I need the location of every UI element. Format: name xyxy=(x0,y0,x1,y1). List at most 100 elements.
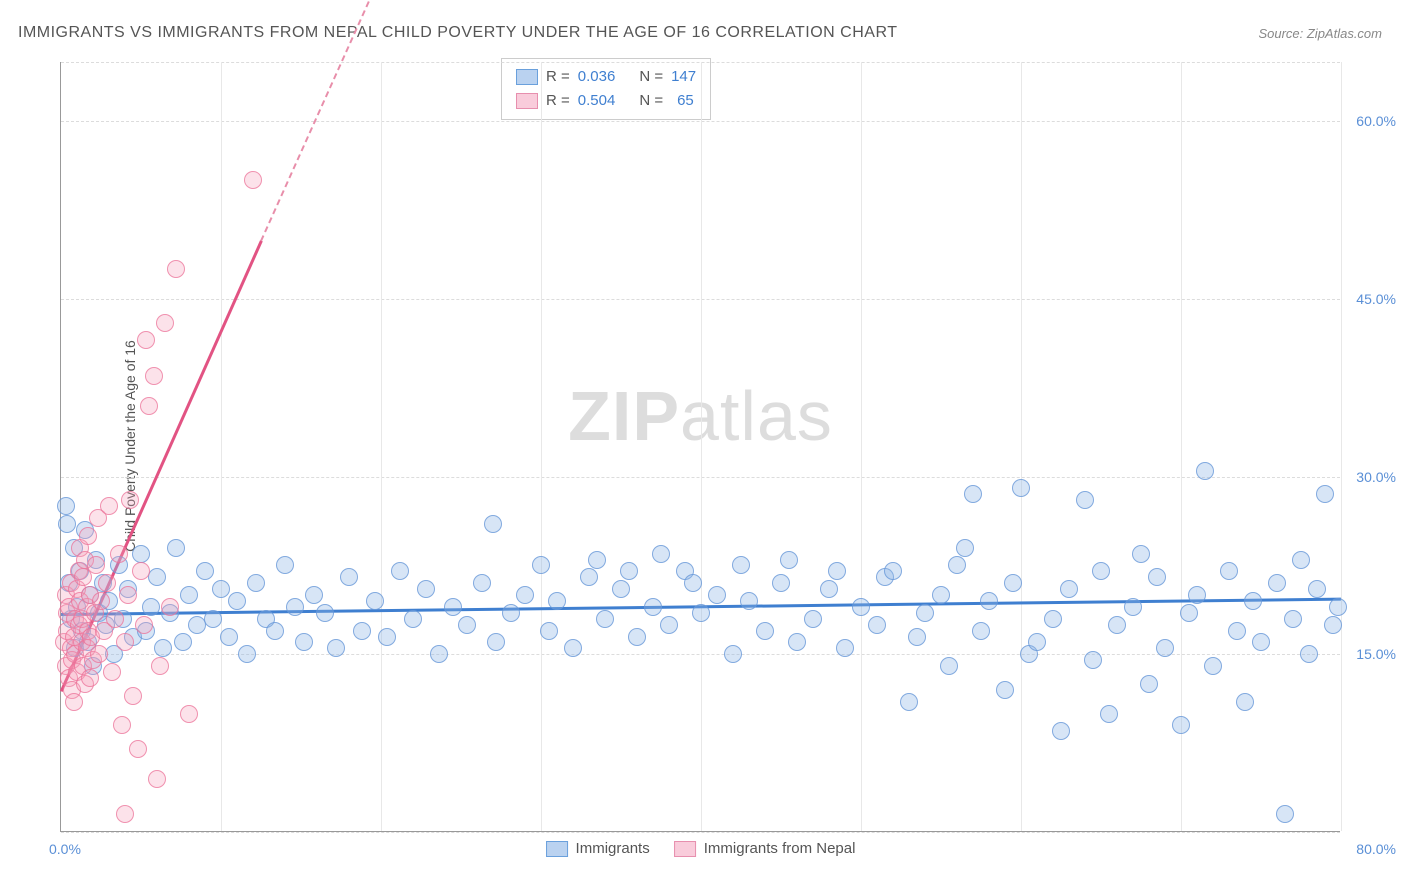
data-point-blue xyxy=(692,604,710,622)
data-point-blue xyxy=(1329,598,1347,616)
data-point-blue xyxy=(316,604,334,622)
data-point-blue xyxy=(417,580,435,598)
gridline-v xyxy=(381,62,382,831)
data-point-blue xyxy=(238,645,256,663)
data-point-blue xyxy=(1236,693,1254,711)
data-point-blue xyxy=(148,568,166,586)
data-point-blue xyxy=(532,556,550,574)
legend-row-pink: R = 0.504 N = 65 xyxy=(516,89,696,113)
data-point-blue xyxy=(1252,633,1270,651)
data-point-blue xyxy=(900,693,918,711)
y-tick-label: 15.0% xyxy=(1356,646,1396,662)
data-point-blue xyxy=(1300,645,1318,663)
data-point-blue xyxy=(804,610,822,628)
data-point-blue xyxy=(964,485,982,503)
swatch-pink-icon xyxy=(516,93,538,109)
data-point-blue xyxy=(305,586,323,604)
chart-title: IMMIGRANTS VS IMMIGRANTS FROM NEPAL CHIL… xyxy=(18,24,897,42)
data-point-pink xyxy=(132,562,150,580)
data-point-blue xyxy=(228,592,246,610)
data-point-blue xyxy=(142,598,160,616)
y-tick-label: 45.0% xyxy=(1356,291,1396,307)
data-point-blue xyxy=(404,610,422,628)
data-point-blue xyxy=(212,580,230,598)
data-point-blue xyxy=(484,515,502,533)
data-point-blue xyxy=(266,622,284,640)
data-point-blue xyxy=(1148,568,1166,586)
data-point-blue xyxy=(852,598,870,616)
data-point-blue xyxy=(1124,598,1142,616)
data-point-blue xyxy=(1156,639,1174,657)
r-label: R = xyxy=(546,65,570,89)
scatter-plot-area: ZIPatlas R = 0.036 N = 147 R = 0.504 N =… xyxy=(60,62,1340,832)
data-point-blue xyxy=(1092,562,1110,580)
data-point-blue xyxy=(502,604,520,622)
data-point-blue xyxy=(1012,479,1030,497)
r-value-blue: 0.036 xyxy=(578,65,616,89)
n-value-pink: 65 xyxy=(671,89,694,113)
data-point-blue xyxy=(980,592,998,610)
source-attribution: Source: ZipAtlas.com xyxy=(1258,26,1382,41)
data-point-blue xyxy=(732,556,750,574)
data-point-pink xyxy=(87,556,105,574)
data-point-blue xyxy=(1220,562,1238,580)
data-point-pink xyxy=(116,633,134,651)
data-point-blue xyxy=(1132,545,1150,563)
data-point-blue xyxy=(1244,592,1262,610)
watermark-light: atlas xyxy=(680,377,833,455)
data-point-blue xyxy=(1268,574,1286,592)
data-point-blue xyxy=(487,633,505,651)
data-point-blue xyxy=(276,556,294,574)
data-point-blue xyxy=(220,628,238,646)
data-point-blue xyxy=(1292,551,1310,569)
data-point-blue xyxy=(548,592,566,610)
data-point-pink xyxy=(151,657,169,675)
data-point-blue xyxy=(516,586,534,604)
data-point-blue xyxy=(652,545,670,563)
correlation-legend: R = 0.036 N = 147 R = 0.504 N = 65 xyxy=(501,58,711,120)
data-point-pink xyxy=(65,693,83,711)
data-point-blue xyxy=(660,616,678,634)
data-point-blue xyxy=(327,639,345,657)
gridline-v xyxy=(541,62,542,831)
data-point-blue xyxy=(724,645,742,663)
data-point-blue xyxy=(1108,616,1126,634)
data-point-blue xyxy=(1084,651,1102,669)
data-point-blue xyxy=(167,539,185,557)
data-point-blue xyxy=(1140,675,1158,693)
data-point-blue xyxy=(956,539,974,557)
data-point-blue xyxy=(204,610,222,628)
watermark-bold: ZIP xyxy=(568,377,680,455)
gridline-v xyxy=(221,62,222,831)
data-point-blue xyxy=(1188,586,1206,604)
data-point-blue xyxy=(772,574,790,592)
data-point-pink xyxy=(103,663,121,681)
data-point-pink xyxy=(90,645,108,663)
data-point-blue xyxy=(1052,722,1070,740)
data-point-pink xyxy=(137,331,155,349)
data-point-blue xyxy=(684,574,702,592)
data-point-blue xyxy=(1172,716,1190,734)
n-value-blue: 147 xyxy=(671,65,696,89)
data-point-blue xyxy=(868,616,886,634)
swatch-blue-icon xyxy=(546,841,568,857)
data-point-pink xyxy=(135,616,153,634)
data-point-blue xyxy=(972,622,990,640)
data-point-blue xyxy=(1004,574,1022,592)
y-tick-label: 60.0% xyxy=(1356,113,1396,129)
data-point-blue xyxy=(132,545,150,563)
data-point-blue xyxy=(286,598,304,616)
gridline-v xyxy=(861,62,862,831)
data-point-blue xyxy=(996,681,1014,699)
data-point-pink xyxy=(119,586,137,604)
data-point-blue xyxy=(1284,610,1302,628)
data-point-blue xyxy=(596,610,614,628)
data-point-blue xyxy=(1044,610,1062,628)
gridline-h xyxy=(61,832,1340,833)
data-point-blue xyxy=(580,568,598,586)
gridline-v xyxy=(701,62,702,831)
data-point-blue xyxy=(1060,580,1078,598)
gridline-v xyxy=(1341,62,1342,831)
data-point-blue xyxy=(884,562,902,580)
data-point-blue xyxy=(820,580,838,598)
